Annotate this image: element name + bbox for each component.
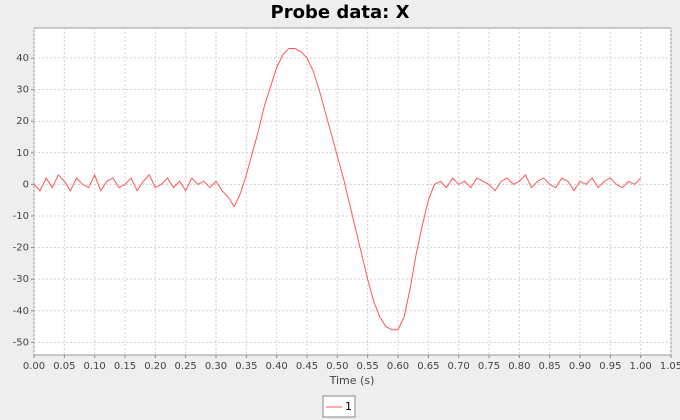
- x-tick-label: 0.80: [508, 361, 530, 372]
- x-tick-label: 0.65: [417, 361, 439, 372]
- y-tick-label: 0: [23, 179, 29, 190]
- x-tick-label: 0.50: [326, 361, 348, 372]
- x-tick-label: 0.45: [296, 361, 318, 372]
- x-tick-label: 0.35: [235, 361, 257, 372]
- x-tick-label: 0.05: [53, 361, 75, 372]
- y-tick-label: 40: [16, 53, 29, 64]
- chart-title: Probe data: X: [271, 2, 410, 23]
- x-tick-label: 0.55: [357, 361, 379, 372]
- y-tick-label: -10: [13, 211, 29, 222]
- x-tick-label: 0.95: [599, 361, 621, 372]
- x-tick-label: 0.75: [478, 361, 500, 372]
- y-tick-label: -20: [13, 243, 29, 254]
- x-tick-label: 0.10: [84, 361, 106, 372]
- y-tick-label: 30: [16, 85, 29, 96]
- x-tick-label: 0.25: [175, 361, 197, 372]
- x-tick-label: 1.00: [630, 361, 652, 372]
- plot-area: [33, 27, 672, 356]
- y-tick-label: -40: [13, 306, 29, 317]
- x-tick-label: 0.70: [448, 361, 470, 372]
- y-tick-label: 10: [16, 148, 29, 159]
- y-tick-label: -50: [13, 337, 29, 348]
- x-tick-label: 0.00: [23, 361, 45, 372]
- x-tick-label: 1.05: [660, 361, 680, 372]
- x-tick-label: 0.90: [569, 361, 591, 372]
- x-tick-label: 0.40: [266, 361, 288, 372]
- legend-label: 1: [345, 400, 352, 413]
- y-tick-label: -30: [13, 274, 29, 285]
- x-axis-label: Time (s): [329, 374, 375, 387]
- x-tick-label: 0.30: [205, 361, 227, 372]
- y-tick-label: 20: [16, 116, 29, 127]
- x-tick-label: 0.60: [387, 361, 409, 372]
- x-tick-label: 0.20: [144, 361, 166, 372]
- x-tick-label: 0.15: [114, 361, 136, 372]
- series-line: [33, 48, 642, 331]
- x-tick-label: 0.85: [539, 361, 561, 372]
